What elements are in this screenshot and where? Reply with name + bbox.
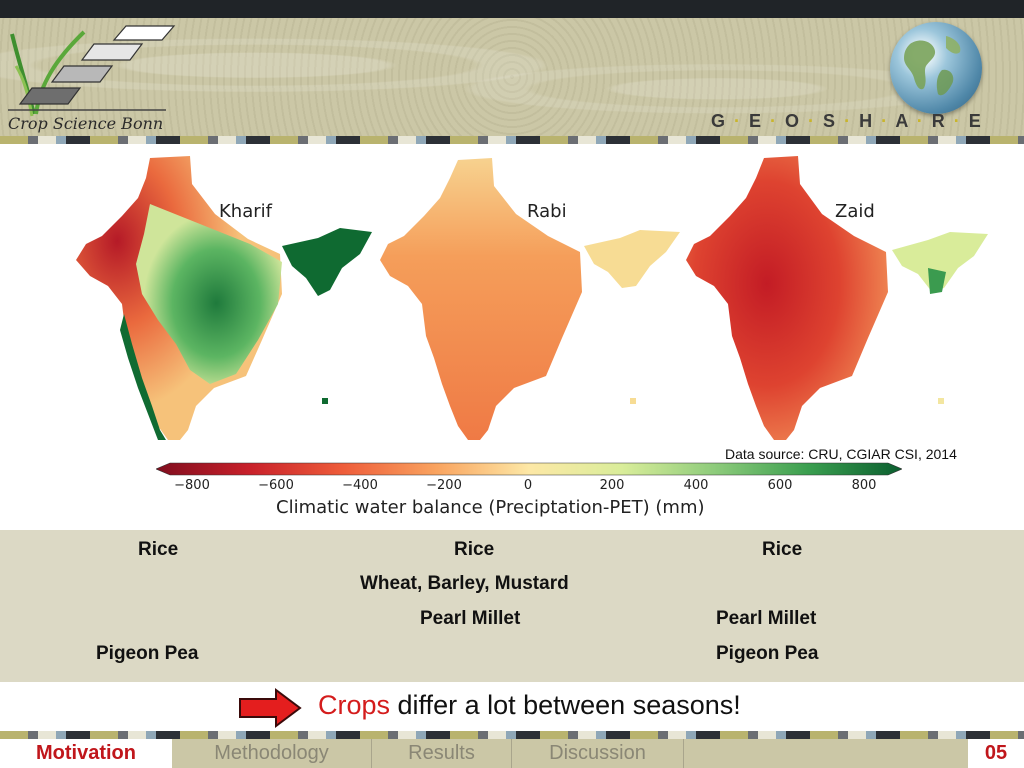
colorbar-title: Climatic water balance (Preciptation-PET…	[276, 497, 705, 518]
season-label-zaid: Zaid	[835, 201, 875, 222]
crop-rabi-rice: Rice	[454, 539, 495, 560]
key-message: Crops differ a lot between seasons!	[318, 690, 741, 721]
nav-tab-results[interactable]: Results	[372, 739, 512, 768]
key-message-rest: differ a lot between seasons!	[390, 690, 741, 720]
crop-zaid-pearl-millet: Pearl Millet	[716, 608, 817, 629]
logo-text: Crop Science Bonn	[8, 114, 164, 133]
crop-kharif-rice: Rice	[138, 539, 179, 560]
page-number: 05	[968, 739, 1024, 768]
crop-table	[0, 530, 1024, 682]
colorbar-tick: −800	[174, 478, 210, 493]
colorbar-tick: −600	[258, 478, 294, 493]
data-source-note: Data source: CRU, CGIAR CSI, 2014	[725, 446, 957, 462]
crop-rabi-wheat-barley-mustard: Wheat, Barley, Mustard	[360, 573, 569, 594]
colorbar-tick: 400	[683, 478, 709, 493]
season-label-kharif: Kharif	[219, 201, 272, 222]
geoshare-wordmark: G · E · O · S · H · A · R · E	[711, 111, 983, 131]
header-divider-stripe	[0, 136, 1024, 144]
nav-tab-motivation[interactable]: Motivation	[0, 739, 172, 768]
key-message-highlight: Crops	[318, 690, 391, 720]
colorbar-tick: 0	[523, 478, 533, 493]
colorbar-tick: −400	[342, 478, 378, 493]
nav-tab-discussion[interactable]: Discussion	[512, 739, 684, 768]
colorbar-tick: 200	[599, 478, 625, 493]
crop-zaid-rice: Rice	[762, 539, 803, 560]
footer-divider-stripe	[0, 731, 1024, 739]
arrow-right-icon	[239, 688, 302, 728]
colorbar-tick: 600	[767, 478, 793, 493]
colorbar-tick: 800	[851, 478, 877, 493]
colorbar	[156, 462, 902, 476]
slide-header	[0, 18, 1024, 136]
nav-tab-methodology[interactable]: Methodology	[172, 739, 372, 768]
colorbar-tick: −200	[426, 478, 462, 493]
map-rabi	[380, 158, 680, 440]
seasonal-water-balance-maps	[76, 156, 988, 440]
map-kharif	[76, 156, 372, 440]
crop-rabi-pearl-millet: Pearl Millet	[420, 608, 521, 629]
crop-zaid-pigeon-pea: Pigeon Pea	[716, 643, 819, 664]
crop-kharif-pigeon-pea: Pigeon Pea	[96, 643, 199, 664]
season-label-rabi: Rabi	[527, 201, 567, 222]
top-bar	[0, 0, 1024, 18]
map-zaid	[686, 156, 988, 440]
globe-icon	[890, 22, 982, 114]
crop-science-bonn-logo	[8, 25, 176, 117]
